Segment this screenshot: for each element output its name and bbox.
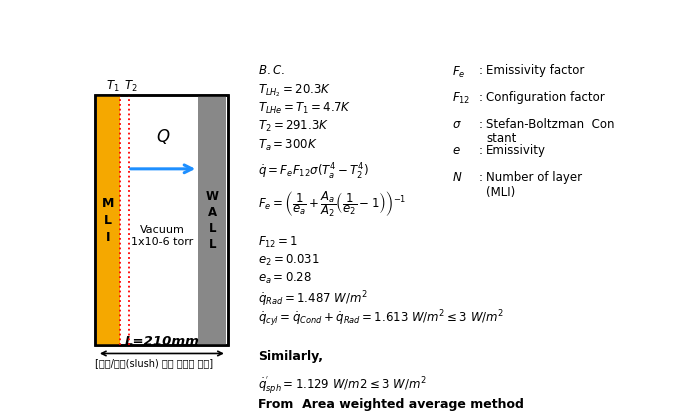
Text: Similarly,: Similarly, [258,350,322,363]
Text: $F_{12}$: $F_{12}$ [452,91,471,106]
Text: From  Area weighted average method: From Area weighted average method [258,397,524,411]
Text: $F_{12} = 1$: $F_{12} = 1$ [258,235,298,250]
Text: Configuration factor: Configuration factor [486,91,604,104]
Text: $e_a = 0.28$: $e_a = 0.28$ [258,271,311,286]
Text: $\dot{q}_{sph}^{'} = 1.129\ W/m2 \leq 3\ W/m^2$: $\dot{q}_{sph}^{'} = 1.129\ W/m2 \leq 3\… [258,374,426,395]
Text: $e$: $e$ [452,144,461,158]
Text: :: : [478,171,482,184]
Text: $\sigma$: $\sigma$ [452,118,462,131]
Text: :: : [478,144,482,158]
Bar [96,95,228,345]
Text: $B.C.$: $B.C.$ [258,65,285,78]
Text: W
A
L
L: W A L L [206,190,218,251]
Text: $T_1$: $T_1$ [106,79,119,94]
Text: :: : [478,65,482,78]
Text: stant: stant [486,133,517,146]
Text: :: : [478,91,482,104]
Text: $\dot{q}_{cyl} = \dot{q}_{Cond} + \dot{q}_{Rad} = 1.613\ W/m^2 \leq 3\ W/m^2$: $\dot{q}_{cyl} = \dot{q}_{Cond} + \dot{q… [258,308,504,329]
Bar [96,95,228,345]
Text: $T_a = 300K$: $T_a = 300K$ [258,138,318,153]
Text: $T_2 = 291.3K$: $T_2 = 291.3K$ [258,119,329,135]
Text: $F_e$: $F_e$ [452,65,466,80]
Text: $F_e = \left(\dfrac{1}{e_a} + \dfrac{A_a}{A_2}\left(\dfrac{1}{e_2} - 1\right)\ri: $F_e = \left(\dfrac{1}{e_a} + \dfrac{A_a… [258,189,406,219]
Text: Vacuum
1x10-6 torr: Vacuum 1x10-6 torr [131,226,193,247]
Text: Q: Q [156,128,170,146]
Bar [198,95,226,345]
Text: $\dot{q}_{Rad} = 1.487\ W/m^2$: $\dot{q}_{Rad} = 1.487\ W/m^2$ [258,289,367,309]
Bar [97,95,120,345]
Text: $T_2$: $T_2$ [124,79,138,94]
Text: $N$: $N$ [452,171,463,184]
Text: (MLI): (MLI) [486,186,515,199]
Text: Stefan-Boltzman  Con: Stefan-Boltzman Con [486,118,614,131]
Text: :: : [478,118,482,131]
Text: $\dot{q} = F_e F_{12} \sigma (T_a^4 - T_2^4)$: $\dot{q} = F_e F_{12} \sigma (T_a^4 - T_… [258,161,369,181]
Text: Emissivity: Emissivity [486,144,546,158]
Text: Number of layer: Number of layer [486,171,582,184]
Text: L=210mm: L=210mm [124,335,200,348]
Text: [액체/고체(slush) 수소 열손실 조건]: [액체/고체(slush) 수소 열손실 조건] [96,358,214,368]
Text: $T_{LH_2} = 20.3K$: $T_{LH_2} = 20.3K$ [258,83,331,99]
Text: Emissivity factor: Emissivity factor [486,65,584,78]
Text: $T_{LHe} = T_1 = 4.7K$: $T_{LHe} = T_1 = 4.7K$ [258,101,351,116]
Text: M
L
I: M L I [102,197,114,244]
Text: $e_2 = 0.031$: $e_2 = 0.031$ [258,253,320,268]
